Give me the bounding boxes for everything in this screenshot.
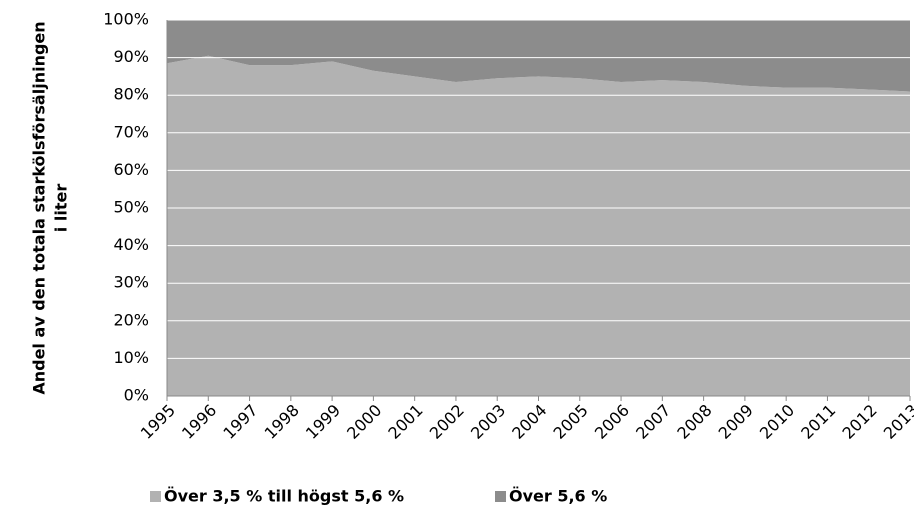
x-tick-label: 2006 bbox=[591, 401, 633, 443]
x-tick-label: 2005 bbox=[550, 401, 592, 443]
x-tick-label: 2003 bbox=[467, 401, 509, 443]
x-tick-label: 2002 bbox=[426, 401, 468, 443]
y-tick-label: 90% bbox=[113, 47, 149, 66]
y-tick-label: 30% bbox=[113, 273, 149, 292]
x-tick-label: 2000 bbox=[343, 401, 385, 443]
x-tick-label: 1997 bbox=[219, 401, 261, 443]
y-tick-label: 100% bbox=[103, 10, 149, 29]
y-tick-label: 10% bbox=[113, 348, 149, 367]
x-tick-label: 2001 bbox=[384, 401, 426, 443]
x-tick-label: 2010 bbox=[756, 401, 798, 443]
y-axis-label-line: Andel av den totala starkölsförsäljninge… bbox=[30, 21, 49, 394]
x-tick-label: 2004 bbox=[508, 401, 550, 443]
y-tick-label: 60% bbox=[113, 160, 149, 179]
area bbox=[167, 55, 910, 396]
legend-label: Över 5,6 % bbox=[509, 487, 607, 506]
y-tick-label: 80% bbox=[113, 85, 149, 104]
x-tick-label: 2011 bbox=[797, 401, 839, 443]
x-tick-label: 2012 bbox=[839, 401, 881, 443]
legend-swatch bbox=[495, 491, 506, 502]
x-tick-label: 2013 bbox=[880, 401, 914, 443]
y-axis-label-line: i liter bbox=[52, 184, 71, 233]
area bbox=[167, 20, 910, 92]
y-tick-label: 20% bbox=[113, 310, 149, 329]
x-tick-label: 1998 bbox=[261, 401, 303, 443]
y-axis-label: Andel av den totala starkölsförsäljninge… bbox=[30, 21, 71, 394]
x-tick-label: 1999 bbox=[302, 401, 344, 443]
x-tick-label: 2008 bbox=[673, 401, 715, 443]
y-tick-label: 40% bbox=[113, 235, 149, 254]
legend-swatch bbox=[150, 491, 161, 502]
y-tick-label: 0% bbox=[124, 386, 149, 405]
legend-label: Över 3,5 % till högst 5,6 % bbox=[164, 487, 404, 506]
y-tick-label: 50% bbox=[113, 198, 149, 217]
y-tick-label: 70% bbox=[113, 122, 149, 141]
x-tick-label: 1995 bbox=[137, 401, 179, 443]
x-tick-label: 1996 bbox=[178, 401, 220, 443]
x-tick-label: 2009 bbox=[715, 401, 757, 443]
x-tick-label: 2007 bbox=[632, 401, 674, 443]
